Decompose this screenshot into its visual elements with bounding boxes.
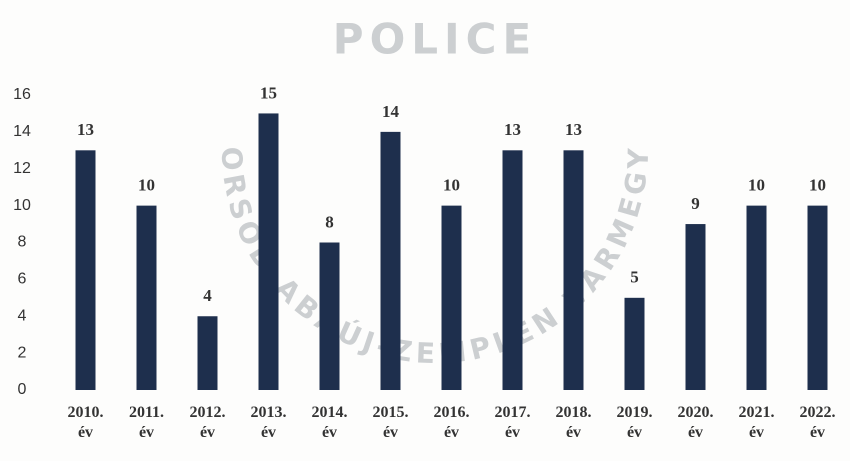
x-tick-label: 2021. év bbox=[738, 404, 775, 441]
bar bbox=[258, 113, 279, 390]
y-tick-label: 2 bbox=[18, 344, 27, 361]
value-label: 14 bbox=[382, 102, 400, 121]
value-label: 4 bbox=[203, 286, 212, 305]
value-label: 8 bbox=[325, 212, 334, 231]
y-tick-label: 8 bbox=[18, 234, 27, 251]
value-label: 5 bbox=[630, 268, 639, 287]
value-label: 10 bbox=[809, 176, 826, 195]
bar bbox=[197, 316, 218, 390]
y-tick-label: 14 bbox=[13, 123, 31, 140]
y-tick-label: 0 bbox=[18, 381, 27, 398]
bar bbox=[75, 150, 96, 390]
bar bbox=[563, 150, 584, 390]
value-label: 10 bbox=[748, 176, 765, 195]
x-tick-label: 2012. év bbox=[189, 404, 226, 441]
watermark-title: POLICE bbox=[333, 15, 537, 64]
value-label: 10 bbox=[138, 176, 155, 195]
value-label: 13 bbox=[77, 120, 94, 139]
bar bbox=[319, 242, 340, 390]
value-label: 13 bbox=[565, 120, 582, 139]
x-tick-label: 2022. év bbox=[799, 404, 836, 441]
x-tick-label: 2014. év bbox=[311, 404, 348, 441]
y-tick-label: 4 bbox=[18, 307, 27, 324]
bar bbox=[441, 205, 462, 390]
x-tick-label: 2020. év bbox=[677, 404, 714, 441]
x-tick-label: 2018. év bbox=[555, 404, 592, 441]
bar bbox=[624, 297, 645, 390]
y-tick-label: 12 bbox=[13, 160, 31, 177]
value-label: 13 bbox=[504, 120, 521, 139]
x-tick-label: 2011. év bbox=[128, 404, 165, 441]
x-tick-label: 2017. év bbox=[494, 404, 531, 441]
y-tick-label: 16 bbox=[13, 86, 31, 103]
bar bbox=[136, 205, 157, 390]
value-label: 10 bbox=[443, 176, 460, 195]
bar bbox=[502, 150, 523, 390]
bar bbox=[685, 224, 706, 390]
bar bbox=[380, 131, 401, 390]
value-label: 15 bbox=[260, 83, 277, 102]
y-tick-label: 6 bbox=[18, 271, 27, 288]
y-tick-label: 10 bbox=[13, 197, 31, 214]
x-tick-label: 2010. év bbox=[67, 404, 104, 441]
x-tick-label: 2015. év bbox=[372, 404, 409, 441]
x-tick-label: 2019. év bbox=[616, 404, 653, 441]
x-tick-label: 2016. év bbox=[433, 404, 470, 441]
value-label: 9 bbox=[691, 194, 700, 213]
bar bbox=[746, 205, 767, 390]
x-tick-label: 2013. év bbox=[250, 404, 287, 441]
bar bbox=[807, 205, 828, 390]
